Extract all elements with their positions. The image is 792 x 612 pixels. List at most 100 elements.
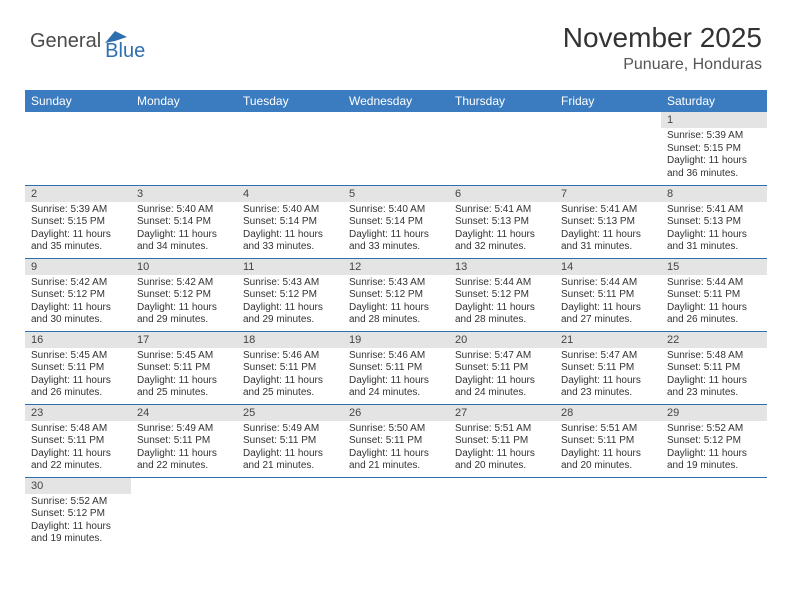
day-number: 11	[237, 259, 343, 275]
calendar-day-cell: 23Sunrise: 5:48 AMSunset: 5:11 PMDayligh…	[25, 404, 131, 477]
day-number: 19	[343, 332, 449, 348]
sunrise-text: Sunrise: 5:44 AM	[561, 277, 655, 290]
day-details: Sunrise: 5:50 AMSunset: 5:11 PMDaylight:…	[343, 421, 449, 477]
sunset-text: Sunset: 5:11 PM	[31, 362, 125, 375]
calendar-day-cell: 20Sunrise: 5:47 AMSunset: 5:11 PMDayligh…	[449, 331, 555, 404]
daylight-text: Daylight: 11 hours and 35 minutes.	[31, 229, 125, 254]
calendar-day-cell: 5Sunrise: 5:40 AMSunset: 5:14 PMDaylight…	[343, 185, 449, 258]
sunset-text: Sunset: 5:11 PM	[561, 435, 655, 448]
daylight-text: Daylight: 11 hours and 29 minutes.	[137, 302, 231, 327]
calendar-week-row: 2Sunrise: 5:39 AMSunset: 5:15 PMDaylight…	[25, 185, 767, 258]
sunset-text: Sunset: 5:14 PM	[349, 216, 443, 229]
weekday-header: Monday	[131, 90, 237, 112]
sunset-text: Sunset: 5:11 PM	[137, 435, 231, 448]
calendar-day-cell: 21 Sunrise: 5:47 AMSunset: 5:11 PMDayligh…	[555, 331, 661, 404]
day-number: 12	[343, 259, 449, 275]
sunrise-text: Sunrise: 5:48 AM	[31, 423, 125, 436]
calendar-day-cell: 14Sunrise: 5:44 AMSunset: 5:11 PMDayligh…	[555, 258, 661, 331]
calendar-day-cell	[131, 112, 237, 185]
daylight-text: Daylight: 11 hours and 31 minutes.	[561, 229, 655, 254]
calendar-day-cell: 6Sunrise: 5:41 AMSunset: 5:13 PMDaylight…	[449, 185, 555, 258]
day-details: Sunrise: 5:44 AMSunset: 5:12 PMDaylight:…	[449, 275, 555, 331]
sunrise-text: Sunrise: 5:49 AM	[137, 423, 231, 436]
weekday-header-row: Sunday Monday Tuesday Wednesday Thursday…	[25, 90, 767, 112]
day-details: Sunrise: 5:44 AMSunset: 5:11 PMDaylight:…	[661, 275, 767, 331]
day-number: 28	[555, 405, 661, 421]
sunrise-text: Sunrise: 5:39 AM	[31, 204, 125, 217]
daylight-text: Daylight: 11 hours and 20 minutes.	[455, 448, 549, 473]
day-number: 3	[131, 186, 237, 202]
calendar-day-cell: 4Sunrise: 5:40 AMSunset: 5:14 PMDaylight…	[237, 185, 343, 258]
day-number: 13	[449, 259, 555, 275]
day-number: 27	[449, 405, 555, 421]
day-number: 9	[25, 259, 131, 275]
day-details: Sunrise: 5:42 AMSunset: 5:12 PMDaylight:…	[25, 275, 131, 331]
sunset-text: Sunset: 5:12 PM	[349, 289, 443, 302]
sunset-text: Sunset: 5:14 PM	[137, 216, 231, 229]
day-details: Sunrise: 5:40 AMSunset: 5:14 PMDaylight:…	[343, 202, 449, 258]
calendar-day-cell	[343, 477, 449, 550]
title-block: November 2025 Punuare, Honduras	[563, 22, 762, 74]
sunset-text: Sunset: 5:11 PM	[561, 362, 655, 375]
daylight-text: Daylight: 11 hours and 33 minutes.	[243, 229, 337, 254]
sunrise-text: Sunrise: 5:46 AM	[243, 350, 337, 363]
daylight-text: Daylight: 11 hours and 23 minutes.	[667, 375, 761, 400]
calendar-day-cell: 19Sunrise: 5:46 AMSunset: 5:11 PMDayligh…	[343, 331, 449, 404]
sunrise-text: Sunrise: 5:40 AM	[243, 204, 337, 217]
calendar-day-cell	[237, 477, 343, 550]
logo-text-general: General	[30, 30, 101, 53]
day-number: 1	[661, 112, 767, 128]
calendar-day-cell: 1Sunrise: 5:39 AMSunset: 5:15 PMDaylight…	[661, 112, 767, 185]
day-details: Sunrise: 5:45 AMSunset: 5:11 PMDaylight:…	[25, 348, 131, 404]
calendar-day-cell: 17Sunrise: 5:45 AMSunset: 5:11 PMDayligh…	[131, 331, 237, 404]
daylight-text: Daylight: 11 hours and 33 minutes.	[349, 229, 443, 254]
sunrise-text: Sunrise: 5:45 AM	[137, 350, 231, 363]
sunset-text: Sunset: 5:11 PM	[667, 289, 761, 302]
calendar-day-cell	[555, 112, 661, 185]
sunrise-text: Sunrise: 5:47 AM	[561, 350, 655, 363]
calendar-day-cell: 15Sunrise: 5:44 AMSunset: 5:11 PMDayligh…	[661, 258, 767, 331]
sunset-text: Sunset: 5:12 PM	[137, 289, 231, 302]
calendar-week-row: 30Sunrise: 5:52 AMSunset: 5:12 PMDayligh…	[25, 477, 767, 550]
day-number: 10	[131, 259, 237, 275]
weekday-header: Tuesday	[237, 90, 343, 112]
sunrise-text: Sunrise: 5:49 AM	[243, 423, 337, 436]
day-number: 22	[661, 332, 767, 348]
day-number: 5	[343, 186, 449, 202]
day-details: Sunrise: 5:40 AMSunset: 5:14 PMDaylight:…	[131, 202, 237, 258]
sunset-text: Sunset: 5:15 PM	[667, 143, 761, 156]
weekday-header: Sunday	[25, 90, 131, 112]
sunset-text: Sunset: 5:12 PM	[31, 289, 125, 302]
sunset-text: Sunset: 5:15 PM	[31, 216, 125, 229]
day-number: 25	[237, 405, 343, 421]
calendar-day-cell: 3Sunrise: 5:40 AMSunset: 5:14 PMDaylight…	[131, 185, 237, 258]
daylight-text: Daylight: 11 hours and 28 minutes.	[455, 302, 549, 327]
daylight-text: Daylight: 11 hours and 32 minutes.	[455, 229, 549, 254]
sunrise-text: Sunrise: 5:52 AM	[31, 496, 125, 509]
daylight-text: Daylight: 11 hours and 24 minutes.	[455, 375, 549, 400]
sunrise-text: Sunrise: 5:41 AM	[561, 204, 655, 217]
day-details: Sunrise: 5:48 AMSunset: 5:11 PMDaylight:…	[661, 348, 767, 404]
logo: General Blue	[30, 30, 167, 53]
day-number: 8	[661, 186, 767, 202]
sunrise-text: Sunrise: 5:40 AM	[137, 204, 231, 217]
daylight-text: Daylight: 11 hours and 23 minutes.	[561, 375, 655, 400]
sunrise-text: Sunrise: 5:41 AM	[667, 204, 761, 217]
sunset-text: Sunset: 5:12 PM	[243, 289, 337, 302]
sunrise-text: Sunrise: 5:48 AM	[667, 350, 761, 363]
sunset-text: Sunset: 5:14 PM	[243, 216, 337, 229]
day-number: 24	[131, 405, 237, 421]
weekday-header: Wednesday	[343, 90, 449, 112]
calendar-day-cell: 13Sunrise: 5:44 AMSunset: 5:12 PMDayligh…	[449, 258, 555, 331]
calendar-day-cell	[555, 477, 661, 550]
day-number: 6	[449, 186, 555, 202]
day-details: Sunrise: 5:46 AMSunset: 5:11 PMDaylight:…	[237, 348, 343, 404]
sunrise-text: Sunrise: 5:41 AM	[455, 204, 549, 217]
calendar-day-cell: 26Sunrise: 5:50 AMSunset: 5:11 PMDayligh…	[343, 404, 449, 477]
logo-text-blue: Blue	[105, 40, 145, 63]
day-number: 15	[661, 259, 767, 275]
weekday-header: Thursday	[449, 90, 555, 112]
day-number: 21	[555, 332, 661, 348]
day-number: 17	[131, 332, 237, 348]
calendar-day-cell: 2Sunrise: 5:39 AMSunset: 5:15 PMDaylight…	[25, 185, 131, 258]
